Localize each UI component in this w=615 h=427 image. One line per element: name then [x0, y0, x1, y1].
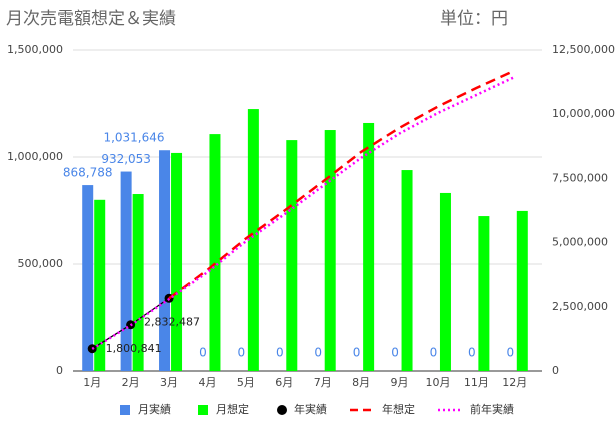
- legend-label: 年想定: [382, 402, 415, 416]
- y-tick-label: 0: [56, 364, 63, 377]
- y2-tick-label: 0: [552, 364, 559, 377]
- legend-label: 前年実績: [470, 402, 514, 416]
- x-tick-label: 10月: [425, 376, 450, 389]
- line: [168, 69, 516, 300]
- x-tick-label: 6月: [275, 376, 293, 389]
- bar: [171, 152, 183, 371]
- data-label: 932,053: [101, 152, 151, 166]
- data-label: 2,832,487: [144, 315, 200, 328]
- data-label: 0: [353, 346, 361, 360]
- bar: [94, 199, 106, 371]
- data-label: 0: [314, 346, 322, 360]
- legend-label: 月実績: [138, 402, 171, 416]
- x-tick-label: 4月: [198, 376, 216, 389]
- bar: [478, 216, 490, 371]
- line: [91, 75, 516, 350]
- data-label: 0: [506, 346, 514, 360]
- x-tick-label: 5月: [237, 376, 255, 389]
- x-tick-label: 9月: [391, 376, 409, 389]
- x-tick-label: 8月: [352, 376, 370, 389]
- x-tick-label: 12月: [502, 376, 527, 389]
- chart-title: 月次売電額想定＆実績: [6, 9, 176, 29]
- y2-tick-label: 10,000,000: [552, 107, 615, 120]
- y-tick-label: 1,500,000: [7, 43, 63, 56]
- data-label: 1,800,841: [106, 342, 162, 355]
- data-label: 0: [276, 346, 284, 360]
- data-label: 0: [391, 346, 399, 360]
- data-label: 868,788: [63, 166, 113, 180]
- data-label: 1,031,646: [103, 131, 164, 145]
- unit-label: 単位：円: [440, 9, 508, 29]
- bar: [363, 122, 375, 371]
- legend-label: 月想定: [216, 402, 249, 416]
- bar: [82, 185, 94, 371]
- data-label: 0: [430, 346, 438, 360]
- bar: [209, 134, 221, 371]
- data-label: 0: [468, 346, 476, 360]
- y2-tick-label: 7,500,000: [552, 171, 608, 184]
- legend-swatch: [277, 405, 287, 415]
- bar: [247, 109, 259, 372]
- x-tick-label: 1月: [83, 376, 101, 389]
- y-tick-label: 1,000,000: [7, 150, 63, 163]
- data-label: 0: [238, 346, 246, 360]
- bar: [120, 171, 132, 371]
- legend-label: 年実績: [294, 402, 327, 416]
- bar: [132, 194, 144, 371]
- legend-swatch: [198, 405, 208, 415]
- bar: [401, 170, 413, 371]
- data-label: 0: [199, 346, 207, 360]
- legend-swatch: [120, 405, 130, 415]
- x-tick-label: 2月: [122, 376, 140, 389]
- bar: [516, 210, 528, 371]
- x-tick-label: 3月: [160, 376, 178, 389]
- y2-tick-label: 12,500,000: [552, 43, 615, 56]
- y2-tick-label: 5,000,000: [552, 236, 608, 249]
- bar: [159, 150, 171, 371]
- bar: [439, 192, 451, 371]
- bar: [286, 140, 298, 371]
- y-tick-label: 500,000: [18, 257, 64, 270]
- y2-tick-label: 2,500,000: [552, 300, 608, 313]
- bar: [324, 130, 336, 371]
- x-tick-label: 11月: [464, 376, 489, 389]
- x-tick-label: 7月: [314, 376, 332, 389]
